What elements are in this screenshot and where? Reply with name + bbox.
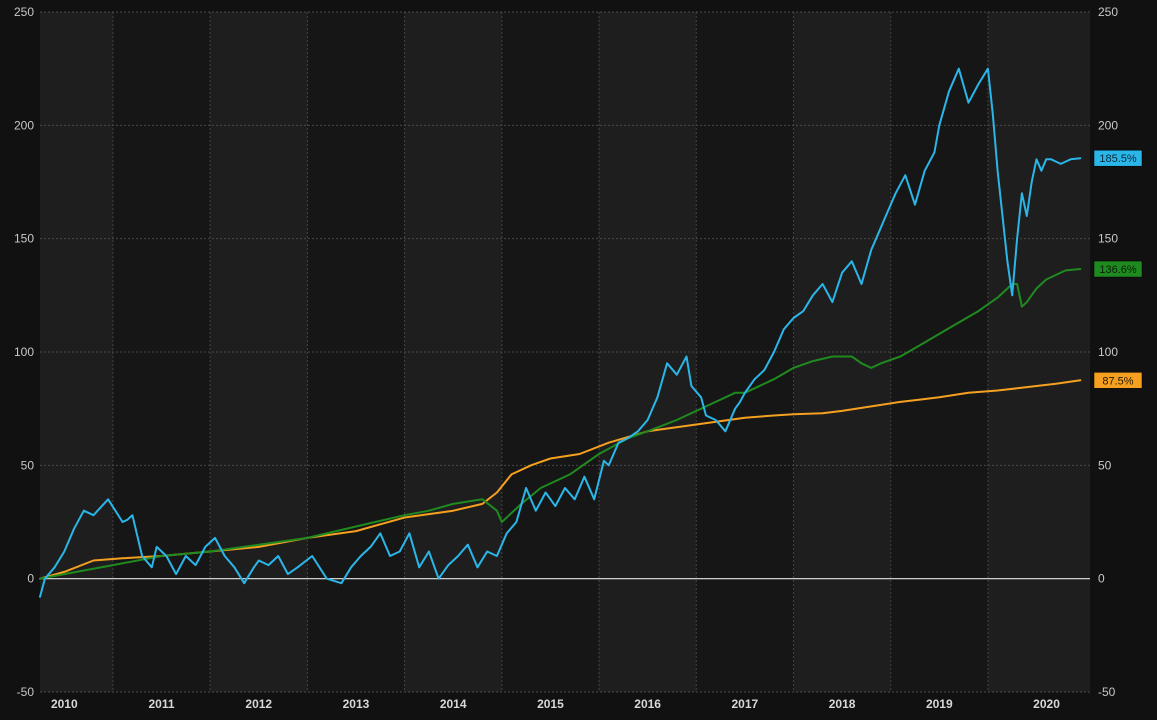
x-tick-label: 2012 (245, 697, 272, 711)
y-tick-label-left: 50 (21, 458, 35, 472)
y-axis-labels: -50 -50 0 0 50 50 100 100 150 150 200 200 250 250 (14, 5, 1118, 699)
series-lines (39, 67, 1082, 598)
y-tick-label-left: 100 (14, 345, 34, 359)
y-tick-label-right: 200 (1098, 118, 1118, 132)
x-tick-label: 2020 (1033, 697, 1060, 711)
x-tick-label: 2011 (149, 697, 175, 711)
end-value-label: 136.6% (1099, 264, 1137, 276)
end-value-badge (1093, 260, 1143, 278)
series-line (39, 379, 1082, 580)
x-tick-label: 2010 (51, 697, 78, 711)
y-tick-label-right: 100 (1098, 345, 1118, 359)
y-tick-label-right: -50 (1098, 685, 1116, 699)
end-value-badge (1093, 149, 1143, 167)
x-tick-label: 2019 (926, 697, 953, 711)
series-line (39, 67, 1082, 598)
grid-lines (40, 11, 1090, 693)
x-tick-label: 2016 (634, 697, 661, 711)
x-tick-label: 2017 (732, 697, 759, 711)
x-tick-label: 2014 (440, 697, 467, 711)
x-tick-label: 2015 (537, 697, 564, 711)
y-tick-label-left: 150 (14, 232, 34, 246)
x-tick-label: 2013 (343, 697, 370, 711)
y-tick-label-right: 50 (1098, 458, 1112, 472)
y-tick-label-right: 0 (1098, 572, 1105, 586)
y-tick-label-left: 0 (27, 572, 34, 586)
y-tick-label-left: -50 (17, 685, 35, 699)
y-tick-label-left: 250 (14, 5, 34, 19)
end-value-label: 185.5% (1099, 153, 1137, 165)
end-value-badges: 185.5% 136.6% 87.5% (1093, 149, 1143, 389)
end-value-badge (1093, 372, 1143, 389)
x-tick-label: 2018 (829, 697, 856, 711)
y-tick-label-left: 200 (14, 118, 34, 132)
y-tick-label-right: 250 (1098, 5, 1118, 19)
y-tick-label-right: 150 (1098, 232, 1118, 246)
end-value-label: 87.5% (1102, 375, 1133, 387)
year-band (987, 12, 1090, 692)
x-axis-labels: 2010 2011 2012 2013 2014 2015 2016 2017 2018 2019… (51, 697, 1060, 711)
